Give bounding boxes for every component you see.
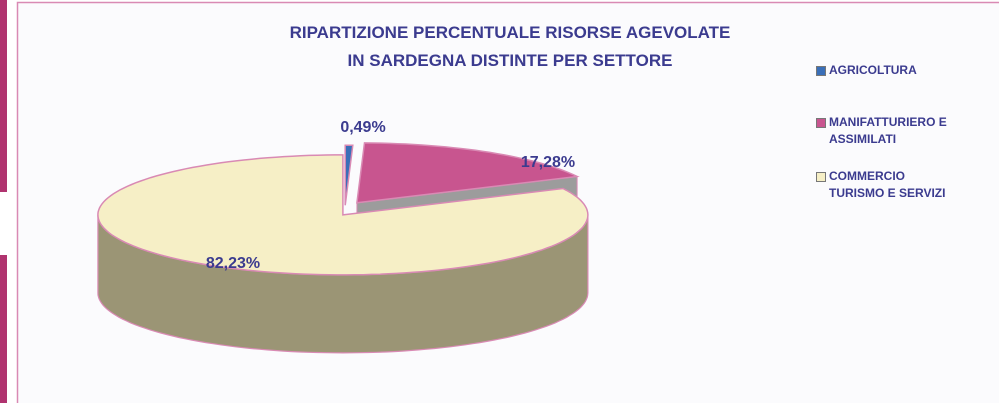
data-label: 17,28% xyxy=(521,154,575,171)
legend-item: COMMERCIO TURISMO E SERVIZI xyxy=(816,169,966,202)
chart-title: RIPARTIZIONE PERCENTUALE RISORSE AGEVOLA… xyxy=(290,23,731,42)
legend-label: COMMERCIO TURISMO E SERVIZI xyxy=(829,169,946,200)
legend-swatch xyxy=(816,66,826,76)
side-bar xyxy=(0,255,7,403)
legend-swatch xyxy=(816,172,826,182)
chart-title: IN SARDEGNA DISTINTE PER SETTORE xyxy=(348,51,673,70)
legend-item: MANIFATTURIERO E ASSIMILATI xyxy=(816,115,966,148)
data-label: 82,23% xyxy=(206,255,260,272)
data-label: 0,49% xyxy=(340,119,385,136)
legend-item: AGRICOLTURA xyxy=(816,63,966,79)
pie-slice xyxy=(356,142,580,204)
legend-label: AGRICOLTURA xyxy=(829,63,917,77)
pie-slice xyxy=(97,154,589,276)
legend-label: MANIFATTURIERO E ASSIMILATI xyxy=(829,115,947,146)
pie-slice xyxy=(344,144,354,206)
side-bar xyxy=(0,0,7,192)
legend-swatch xyxy=(816,118,826,128)
